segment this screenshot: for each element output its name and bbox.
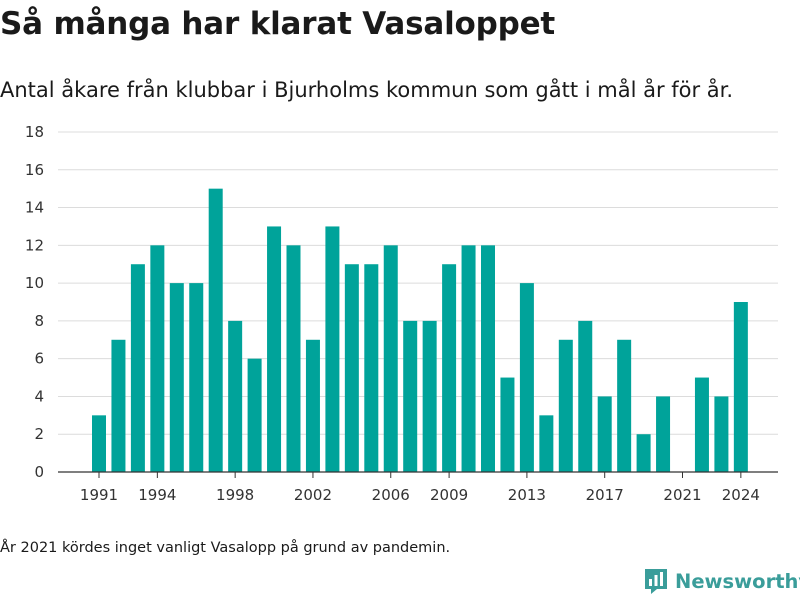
bar-2020 [656, 396, 671, 472]
bar-2004 [344, 264, 359, 472]
bar-2019 [636, 434, 651, 472]
bar-2009 [442, 264, 457, 472]
bar-2000 [267, 226, 282, 472]
bar-2017 [597, 396, 612, 472]
bar-1999 [247, 358, 262, 472]
bar-1992 [111, 339, 126, 472]
x-tick-label: 2024 [722, 486, 760, 504]
bar-2006 [383, 245, 398, 472]
x-tick-label: 1991 [80, 486, 118, 504]
y-tick-label: 12 [25, 236, 44, 254]
grid-lines [58, 131, 778, 435]
y-tick-label: 2 [34, 425, 44, 443]
chart-title: Så många har klarat Vasaloppet [0, 6, 556, 42]
x-tick-label: 2013 [508, 486, 546, 504]
y-tick-label: 16 [25, 161, 44, 179]
bar-2013 [519, 283, 534, 472]
x-tick-labels: 1991 1994 1998 2002 2006 2009 2013 2017 2021 2024 [80, 472, 760, 504]
x-tick-label: 2017 [586, 486, 624, 504]
bar-2007 [403, 320, 418, 472]
bar-2014 [539, 415, 554, 472]
y-tick-label: 18 [25, 123, 44, 141]
bars [92, 188, 748, 472]
bar-2010 [461, 245, 476, 472]
x-tick-label: 2002 [294, 486, 332, 504]
y-tick-label: 10 [25, 274, 44, 292]
bar-2023 [714, 396, 729, 472]
y-tick-label: 4 [34, 387, 44, 405]
bar-2018 [617, 339, 632, 472]
y-tick-label: 0 [34, 463, 44, 481]
x-tick-label: 1994 [138, 486, 176, 504]
bar-1998 [228, 320, 243, 472]
bar-2008 [422, 320, 437, 472]
y-tick-label: 6 [34, 350, 44, 368]
bar-1995 [169, 283, 184, 472]
y-tick-label: 14 [25, 199, 44, 217]
bar-2001 [286, 245, 301, 472]
bar-2012 [500, 377, 515, 472]
bar-2002 [305, 339, 320, 472]
chart-subtitle: Antal åkare från klubbar i Bjurholms kom… [0, 78, 734, 102]
bar-2015 [558, 339, 573, 472]
bar-2003 [325, 226, 340, 472]
x-tick-label: 2009 [430, 486, 468, 504]
bar-1996 [189, 283, 204, 472]
bar-chart: 0 2 4 6 8 10 12 14 16 18 1991 1994 1998 2002 2006 2009… [25, 123, 778, 504]
bar-1993 [130, 264, 145, 472]
bar-2011 [481, 245, 495, 472]
footnote: År 2021 kördes inget vanligt Vasalopp på… [0, 540, 451, 556]
newsworthy-logo-icon [645, 569, 667, 594]
bar-2024 [733, 302, 748, 472]
bar-1994 [150, 245, 165, 472]
x-tick-label: 2006 [372, 486, 410, 504]
x-tick-label: 2021 [663, 486, 701, 504]
bar-1991 [92, 415, 106, 472]
bar-2016 [578, 320, 593, 472]
x-tick-label: 1998 [216, 486, 254, 504]
brand-logo[interactable]: Newsworthy [643, 567, 800, 595]
bar-1997 [208, 188, 223, 472]
y-tick-label: 8 [34, 312, 44, 330]
bar-2005 [364, 264, 379, 472]
y-tick-labels: 0 2 4 6 8 10 12 14 16 18 [25, 123, 44, 481]
brand-name: Newsworthy [675, 569, 800, 593]
bar-2022 [694, 377, 709, 472]
